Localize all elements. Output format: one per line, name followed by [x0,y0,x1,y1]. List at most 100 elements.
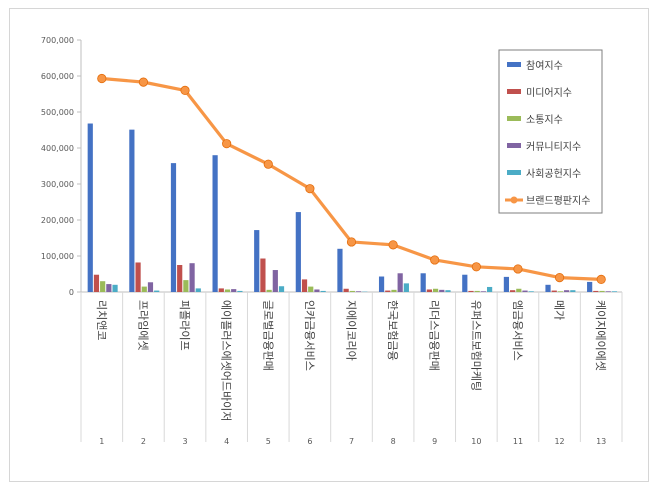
legend-swatch [507,143,521,148]
category-label: 피플라이프 [178,300,191,351]
category-label: 메가 [553,300,566,320]
y-tick-label: 700,000 [41,36,74,45]
y-tick-label: 400,000 [41,144,74,153]
bar [605,291,611,292]
line-point [305,184,315,194]
bar [599,290,605,292]
bar [154,290,160,292]
legend-item: 미디어지수 [507,87,572,99]
category-label: 유퍼스트보험마케팅 [469,300,482,391]
category-label: 에이플러스에셋어드바이저 [220,300,233,421]
bar [462,274,468,292]
bar [189,263,195,292]
bar [106,284,112,292]
bar [426,289,432,292]
legend-swatch [507,89,521,94]
y-axis-ticks: 0 100,000 200,000 300,000 400,000 500,000 600,… [41,36,81,297]
y-tick-label: 200,000 [41,216,74,225]
legend-label: 사회공헌지수 [526,168,581,180]
line-point [471,262,481,272]
bar [212,155,218,292]
category-label: 리치앤코 [95,300,108,340]
category-label: 프라임에셋 [136,300,149,351]
bar-series-group [87,123,618,293]
line-point [97,73,107,84]
legend-swatch [507,62,521,67]
bar [100,281,106,292]
bar [314,289,320,292]
line-point [388,240,398,250]
category-label: 엠금융서비스 [511,300,524,361]
legend-item: 참여지수 [507,60,563,72]
category-label: 인카금융서비스 [303,300,316,371]
bar [385,290,391,292]
bar [343,288,349,292]
bar [397,273,403,292]
bar [308,286,314,292]
bar [570,290,576,292]
bar-series [112,283,618,292]
line-point [513,264,523,274]
line-point [263,159,273,169]
bar [177,265,183,292]
bar [522,290,528,292]
brand-reputation-chart: 0 100,000 200,000 300,000 400,000 500,000 600,… [41,36,623,446]
bar [439,289,445,292]
category-rank-label: 11 [513,437,523,446]
y-tick-label: 100,000 [41,252,74,261]
bar [420,273,426,292]
legend-label: 참여지수 [526,60,563,72]
bar [545,284,551,292]
bar [260,258,266,292]
line-point [346,237,357,247]
category-rank-label: 6 [307,437,312,446]
category-rank-label: 4 [224,437,229,446]
bar [183,280,189,292]
category-rank-label: 13 [596,437,606,446]
line-point [554,272,565,283]
bar [266,289,272,292]
bar [195,288,201,292]
bar [224,289,231,292]
bar [391,289,397,292]
bar [337,248,343,292]
bar [129,129,135,292]
category-rank-label: 9 [432,437,437,446]
legend-swatch-marker [510,196,518,204]
line-point [596,274,606,284]
bar [349,290,355,292]
bar [272,270,278,292]
bar [112,284,118,292]
bar [593,290,599,292]
line-point [180,85,190,96]
bar [141,286,147,292]
y-tick-label: 600,000 [41,72,74,81]
bar [147,282,154,292]
bar [278,286,285,292]
bar [564,290,570,292]
bar [301,279,308,292]
category-label: 케이지에이에셋 [594,300,607,371]
bar [528,291,534,292]
line-point [138,77,149,87]
category-rank-label: 2 [141,437,146,446]
category-label: 리더스금융판매 [428,300,441,371]
legend-item: 사회공헌지수 [507,168,581,180]
bar [378,276,385,292]
category-rank-label: 12 [554,437,564,446]
bar [551,290,557,292]
category-rank-label: 8 [391,437,396,446]
bar [503,276,510,292]
bar [516,288,522,292]
legend-swatch [507,116,521,121]
legend-item: 소통지수 [507,114,563,126]
legend-box [498,49,603,214]
bar-series [93,258,599,292]
bar [254,230,260,292]
category-rank-label: 10 [471,437,481,446]
bar [611,291,618,292]
bar [93,274,100,292]
bar [231,289,237,292]
category-rank-label: 5 [266,437,271,446]
legend-label: 브랜드평판지수 [526,195,590,207]
